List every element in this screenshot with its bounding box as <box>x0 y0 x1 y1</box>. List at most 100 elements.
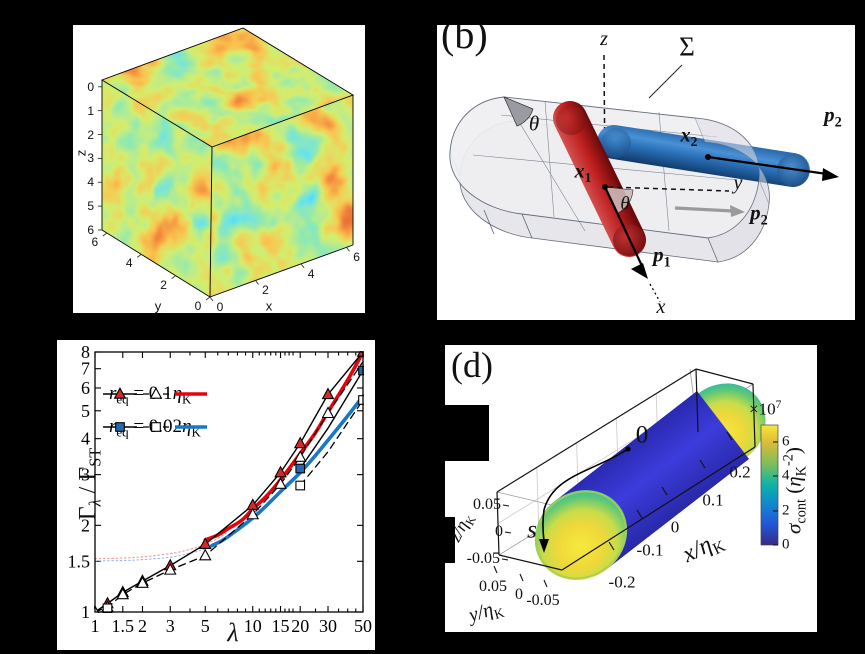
d-x-tick-label: 0.2 <box>729 462 751 482</box>
c-y-tick-label: 4 <box>81 429 90 449</box>
a-x-tick-label: 6 <box>353 250 360 265</box>
p1-arrow <box>604 186 661 303</box>
x2-point <box>705 154 711 160</box>
s-coordinate-arrow <box>539 446 631 553</box>
c-x-tick-label: 1.5 <box>112 616 135 636</box>
c-series-group <box>94 351 364 613</box>
background-notch <box>445 517 455 563</box>
theta2-label: θ <box>620 193 630 215</box>
d-colorbar-tick-label: 6 <box>782 433 790 450</box>
a-z-tick-label: 2 <box>87 127 94 142</box>
stress-cylinder <box>534 383 766 580</box>
c-y-tick-label: 8 <box>81 342 90 362</box>
d-x-tick-label: 0.1 <box>702 490 724 510</box>
c-yaxis-label: Γλ / ΓST <box>74 447 105 521</box>
y-axis-label-b: y <box>733 172 743 194</box>
c-y-tick-label: 3 <box>81 465 90 485</box>
c-legend-swatch <box>103 422 207 432</box>
panel-b-rod-diagram: (b) Σ z y x θ θ x1 x2 p1 p2 p2 <box>437 25 855 320</box>
turbulence-cube-drawing <box>98 27 355 302</box>
y-dashed-axis <box>607 186 730 192</box>
panel-d-stress-spheroid: (d) 0 s x/ηK y/ηK z/ηK ×107 σcont (ηK-2)… <box>445 345 817 632</box>
sigma-label: Σ <box>679 31 695 62</box>
a-yaxis-label: y <box>154 298 162 314</box>
d-colorbar-tick-label: 4 <box>782 467 790 484</box>
c-legend-swatch <box>103 387 207 399</box>
d-z-tick-label: 0.05 <box>473 496 501 513</box>
c-x-tick-label: 15 <box>272 616 290 636</box>
c-y-tick-label: 1 <box>81 602 90 622</box>
c-y-tick-label: 7 <box>81 359 90 379</box>
a-z-tick-label: 6 <box>87 223 94 237</box>
a-z-tick-label: 4 <box>87 175 94 190</box>
c-legend-row: req = 0.1ηK <box>103 383 207 406</box>
a-x-tick-label: 4 <box>307 266 315 281</box>
a-z-tick-label: 3 <box>87 151 94 166</box>
d-y-tick-label: -0.05 <box>526 592 560 609</box>
d-z-tick-label: 0 <box>495 523 503 540</box>
colorbar <box>760 424 779 546</box>
a-y-tick-label: 6 <box>91 235 99 250</box>
c-x-tick-label: 3 <box>166 616 175 636</box>
background-notch <box>445 405 489 461</box>
d-colorbar-tick-label: 2 <box>782 502 790 519</box>
c-x-tick-label: 30 <box>319 616 337 636</box>
stress-spheroid-drawing <box>493 368 779 588</box>
a-z-tick-label: 5 <box>87 199 94 214</box>
a-z-tick-label: 1 <box>87 103 94 118</box>
c-x-tick-label: 10 <box>244 616 262 636</box>
d-x-tick-label: -0.2 <box>608 572 636 592</box>
p1-label: p1 <box>653 242 671 271</box>
x2-label: x2 <box>680 124 698 150</box>
d-y-tick-label: 0 <box>515 586 523 603</box>
p2-projection-label: p2 <box>750 200 768 229</box>
theta1-label: θ <box>528 111 540 136</box>
slab-end-wall <box>694 117 770 263</box>
p2-arrow <box>707 155 839 181</box>
d-x-tick-label: -0.1 <box>636 540 664 560</box>
c-x-tick-label: 1 <box>91 616 100 636</box>
c-x-tick-label: 5 <box>201 616 210 636</box>
box-front-edges <box>496 368 756 571</box>
cube-edges <box>100 27 355 298</box>
p2-label: p2 <box>824 102 842 131</box>
panel-b-label: (b) <box>441 25 488 57</box>
a-x-tick-label: 0 <box>216 300 224 314</box>
d-y-tick-label: 0.05 <box>479 578 507 595</box>
c-y-tick-label: 2 <box>81 515 90 535</box>
d-colorbar-tick-label: 0 <box>782 536 790 553</box>
d-colorbar-exponent: ×107 <box>749 398 782 419</box>
c-y-tick-label: 5 <box>81 401 90 421</box>
x-axis-label-b: x <box>656 296 666 318</box>
d-x-tick-label: 0 <box>670 517 680 537</box>
panel-c-drag-ratio-plot: 1 1.5 2 3 5 10 15 20 30 50 1 1.5 2 3 4 5 6 7 8 λ Γλ / ΓST … <box>57 340 375 650</box>
z-axis-label-b: z <box>600 28 608 50</box>
d-origin-annotation: 0 <box>635 421 649 449</box>
c-x-tick-label: 50 <box>354 616 372 636</box>
x1-point <box>602 184 608 190</box>
c-xaxis-label: λ <box>227 618 239 647</box>
rod-diagram-drawing <box>449 54 839 303</box>
c-x-tick-label: 20 <box>291 616 309 636</box>
theta-wedge-corner <box>503 96 534 127</box>
a-xaxis-label: x <box>265 298 273 314</box>
c-y-tick-label: 1.5 <box>68 551 91 571</box>
a-y-tick-label: 0 <box>194 299 202 313</box>
d-s-annotation: s <box>527 516 537 544</box>
a-z-tick-label: 0 <box>87 79 94 94</box>
a-x-tick-label: 2 <box>262 283 269 298</box>
a-zaxis-label: z <box>73 149 89 157</box>
sigma-pointer-line <box>648 64 683 99</box>
c-legend-row: req = 0.02ηK <box>103 416 207 439</box>
p2-projection-arrow <box>674 205 745 217</box>
d-z-tick-label: -0.05 <box>466 550 500 567</box>
x1-label: x1 <box>574 160 592 186</box>
panel-d-label: (d) <box>451 345 493 385</box>
c-x-tick-label: 2 <box>138 616 147 636</box>
c-y-tick-label: 6 <box>81 378 90 398</box>
a-y-tick-label: 2 <box>160 277 167 292</box>
a-y-tick-label: 4 <box>125 256 133 271</box>
